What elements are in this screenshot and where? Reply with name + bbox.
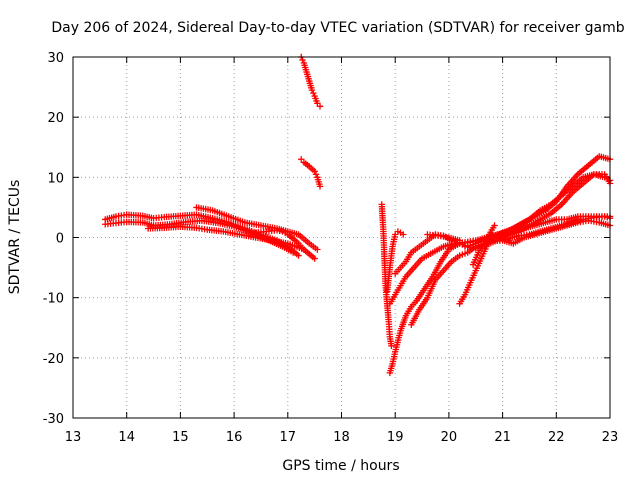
series-track-17 [494,213,614,244]
series-track-15 [469,222,498,268]
data-point [299,56,306,64]
data-point [311,255,318,262]
y-tick-labels: -30 -20 -10 0 10 20 30 [43,51,64,427]
series-track-6 [298,53,324,110]
series-track-8 [378,201,395,349]
y-tick-label: -10 [43,292,64,307]
chart-title: Day 206 of 2024, Sidereal Day-to-day VTE… [51,20,624,36]
data-point [316,103,324,110]
y-tick-label: 0 [56,232,64,247]
series-track-5 [252,227,308,253]
data-point [456,237,463,244]
x-tick-label: 16 [226,430,243,445]
data-point [289,249,297,256]
data-point [388,342,395,349]
x-tick-label: 19 [387,430,404,445]
x-tick-label: 23 [602,430,619,445]
x-axis-title: GPS time / hours [282,458,399,474]
data-point [312,171,320,178]
series-track-18 [424,231,463,244]
x-tick-label: 18 [333,430,350,445]
plot-frame [72,56,611,419]
data-point [491,222,498,229]
data-point [310,89,317,97]
y-tick-label: 30 [47,51,64,66]
x-tick-label: 15 [172,430,189,445]
y-tick-label: -30 [43,412,64,427]
y-tick-label: 20 [47,111,64,126]
x-tick-label: 21 [494,430,511,445]
y-tick-label: 10 [47,171,64,186]
x-tick-label: 13 [65,430,82,445]
data-point [311,168,318,175]
data-point [300,246,308,253]
x-tick-label: 17 [280,430,297,445]
data-point [400,231,407,238]
series-track-7 [298,156,324,190]
data-point [316,183,324,190]
series-track-9 [383,228,407,295]
data-marks [102,53,614,377]
y-tick-label: -20 [43,352,64,367]
series-track-3 [144,223,318,262]
data-point [314,246,321,253]
x-tick-label: 14 [118,430,135,445]
x-tick-labels: 13 14 15 16 17 18 19 20 21 22 23 [65,430,619,445]
data-point [295,252,302,259]
series-track-16 [461,171,614,252]
y-axis-title: SDTVAR / TECUs [7,180,23,295]
data-point [308,86,316,94]
x-tick-label: 22 [548,430,565,445]
x-tick-label: 20 [441,430,458,445]
